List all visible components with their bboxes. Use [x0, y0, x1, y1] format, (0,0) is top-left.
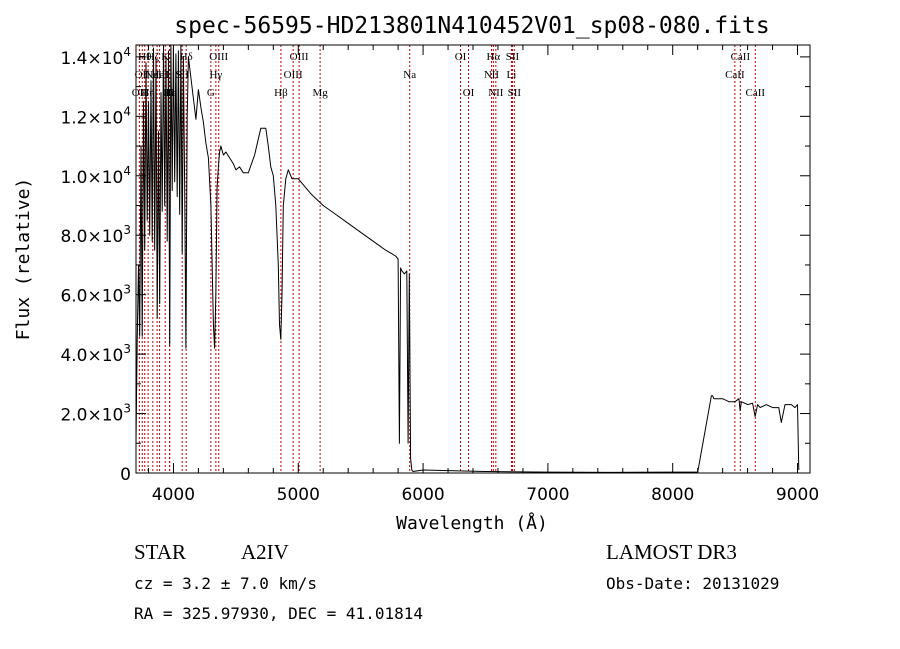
emission-line-label: H — [166, 87, 174, 99]
chart-title: spec-56595-HD213801N410452V01_sp08-080.f… — [174, 13, 769, 39]
emission-line-label: G — [207, 87, 215, 99]
y-tick-mantissa: 4.0×10 — [60, 346, 123, 366]
emission-line-label: SII — [175, 69, 189, 81]
emission-line-labels: OIIOIIHθHηHζNeIIIHeIKHHεSIIHδGHγOIIIHβOI… — [132, 51, 766, 99]
y-tick-label: 1.0×104 — [60, 164, 131, 188]
emission-line-label: Li — [507, 69, 517, 81]
x-tick-label: 9000 — [776, 485, 819, 505]
object-subclass: A2IV — [241, 540, 289, 564]
y-tick-label: 1.4×104 — [60, 45, 131, 69]
emission-line-label: Na — [403, 69, 416, 81]
y-tick-label: 0 — [120, 465, 131, 485]
y-tick-mantissa: 1.2×10 — [60, 108, 123, 128]
emission-line-label: NII — [488, 87, 504, 99]
emission-line-label: CaII — [725, 69, 745, 81]
observation-date: Obs-Date: 20131029 — [606, 574, 779, 593]
emission-line-label: SII — [506, 51, 520, 63]
coordinates: RA = 325.97930, DEC = 41.01814 — [134, 604, 423, 623]
x-tick-label: 6000 — [401, 485, 444, 505]
y-tick-exponent: 3 — [123, 223, 131, 237]
y-axis-ticks: 02.0×1034.0×1036.0×1038.0×1031.0×1041.2×… — [60, 45, 810, 485]
emission-line-markers — [138, 45, 756, 473]
y-tick-exponent: 4 — [123, 45, 131, 59]
y-tick-exponent: 3 — [123, 283, 131, 297]
y-tick-exponent: 3 — [123, 402, 131, 416]
y-tick-label: 6.0×103 — [60, 283, 131, 307]
y-tick-exponent: 4 — [123, 104, 131, 118]
emission-line-label: Hη — [141, 87, 155, 99]
emission-line-label: CaII — [746, 87, 766, 99]
y-tick-mantissa: 2.0×10 — [60, 406, 123, 426]
emission-line-label: Hα — [486, 51, 500, 63]
y-tick-mantissa: 8.0×10 — [60, 227, 123, 247]
emission-line-label: OIII — [284, 69, 303, 81]
y-tick-label: 4.0×103 — [60, 342, 131, 366]
x-tick-label: 4000 — [152, 485, 195, 505]
emission-line-label: OIII — [209, 51, 228, 63]
x-tick-label: 8000 — [651, 485, 694, 505]
emission-line-label: Hγ — [209, 69, 222, 81]
y-tick-label: 1.2×104 — [60, 104, 131, 128]
y-axis-label: Flux (relative) — [13, 178, 34, 341]
object-class: STAR — [134, 540, 186, 564]
redshift-velocity: cz = 3.2 ± 7.0 km/s — [134, 574, 317, 593]
emission-line-label: OI — [463, 87, 475, 99]
emission-line-label: Hβ — [274, 87, 288, 99]
survey-name: LAMOST DR3 — [606, 540, 737, 564]
emission-line-label: Mg — [312, 87, 328, 99]
emission-line-label: K — [161, 51, 169, 63]
emission-line-label: NII — [484, 69, 500, 81]
y-tick-mantissa: 0 — [120, 465, 131, 485]
x-tick-label: 7000 — [526, 485, 569, 505]
spectrum-series — [135, 44, 800, 473]
emission-line-label: OIII — [290, 51, 309, 63]
spectrum-line — [135, 44, 800, 473]
y-tick-mantissa: 1.4×10 — [60, 49, 123, 69]
x-tick-label: 5000 — [277, 485, 320, 505]
emission-line-label: SII — [508, 87, 522, 99]
emission-line-label: OI — [455, 51, 467, 63]
emission-line-label: Hδ — [180, 51, 193, 63]
y-tick-label: 2.0×103 — [60, 402, 131, 426]
y-tick-mantissa: 1.0×10 — [60, 168, 123, 188]
y-tick-label: 8.0×103 — [60, 223, 131, 247]
y-tick-exponent: 3 — [123, 342, 131, 356]
x-axis-ticks: 4000 5000 6000 7000 8000 9000 — [147, 45, 819, 505]
x-axis-label: Wavelength (Å) — [396, 512, 548, 534]
y-tick-exponent: 4 — [123, 164, 131, 178]
y-tick-mantissa: 6.0×10 — [60, 287, 123, 307]
emission-line-label: CaII — [731, 51, 751, 63]
